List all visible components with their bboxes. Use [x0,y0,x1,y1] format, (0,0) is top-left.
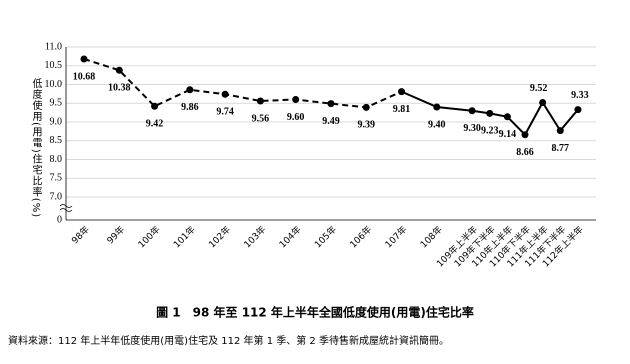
data-label: 9.14 [499,129,517,140]
x-tick-label: 104年 [277,223,304,250]
marker [398,88,406,96]
data-label: 9.42 [146,119,164,130]
y-tick-label: 7.0 [50,191,63,202]
x-tick-label: 102年 [206,223,233,250]
x-tick-label: 103年 [241,223,268,250]
marker [186,86,194,94]
marker [556,127,564,135]
source: 資料來源：112 年上半年低度使用(用電)住宅及 112 年第 1 季、第 2 … [8,334,449,347]
marker [433,103,441,111]
marker [292,96,300,103]
y-tick-label: 10.5 [45,60,63,71]
y-tick-label: 11.0 [45,41,62,52]
x-tick-label: 108年 [418,223,445,250]
x-tick-label: 106年 [347,223,374,250]
marker [80,55,88,63]
data-label: 8.66 [516,147,534,158]
data-label: 9.33 [571,90,589,101]
y-tick-label: 9.5 [50,98,63,109]
marker [256,97,264,105]
data-label: 8.77 [552,143,570,154]
marker [327,100,335,108]
data-label: 9.81 [393,104,411,115]
x-tick-label: 99年 [104,223,127,246]
marker [221,90,229,98]
marker [539,99,547,106]
x-tick-label: 100年 [135,223,162,250]
marker [362,103,370,111]
marker [574,106,582,114]
marker [521,131,529,139]
y-tick-label: 0 [57,214,62,225]
y-tick-label: 8.5 [50,135,63,146]
data-label: 9.40 [428,119,446,130]
data-label: 9.39 [357,120,375,131]
marker [151,102,159,110]
data-label: 9.52 [530,83,548,94]
data-label: 9.74 [216,107,234,118]
data-label: 10.38 [108,83,131,94]
x-tick-label: 101年 [171,223,198,250]
line [83,58,402,109]
data-label: 9.86 [181,102,199,113]
y-tick-label: 10.0 [45,79,63,90]
y-tick-label: 8.0 [50,154,63,165]
x-tick-label: 105年 [312,223,339,250]
data-label: 9.30 [463,123,481,134]
x-tick-label: 107年 [382,223,409,250]
marker [115,66,123,74]
data-label: 9.49 [322,116,340,127]
marker [503,113,511,121]
caption: 圖 1 98 年至 112 年上半年全國低度使用(用電)住宅比率 [156,305,474,320]
data-label: 10.68 [73,71,96,82]
data-label: 9.60 [287,112,305,123]
marker [486,109,494,117]
y-tick-label: 9.0 [50,116,63,127]
y-axis-label: 低度使用(用電)住宅比率(%) [30,78,41,219]
data-label: 9.23 [481,126,499,137]
x-tick-label: 98年 [69,223,92,246]
y-tick-label: 7.5 [50,173,63,184]
data-label: 9.56 [252,113,270,124]
marker [468,107,476,115]
